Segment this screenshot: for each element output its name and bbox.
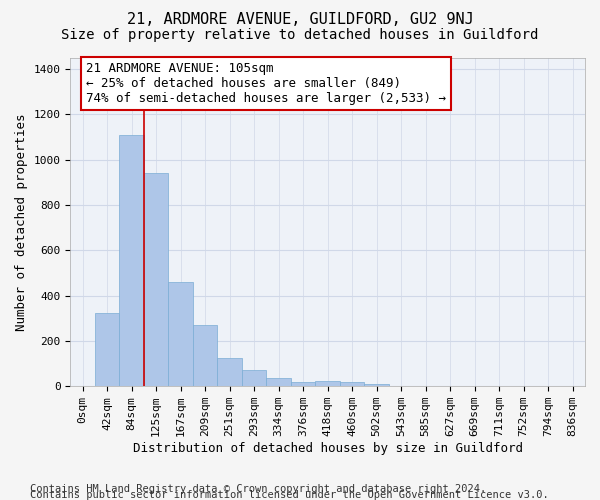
Bar (144, 173, 169, 386)
Bar (242, 370, 266, 386)
Text: Size of property relative to detached houses in Guildford: Size of property relative to detached ho… (61, 28, 539, 42)
Bar (193, 325, 217, 386)
Bar (364, 384, 389, 386)
Bar (217, 358, 242, 386)
Text: Contains HM Land Registry data © Crown copyright and database right 2024.: Contains HM Land Registry data © Crown c… (30, 484, 486, 494)
Bar (266, 378, 291, 386)
X-axis label: Distribution of detached houses by size in Guildford: Distribution of detached houses by size … (133, 442, 523, 455)
Bar (316, 381, 340, 386)
Bar (95, 312, 119, 386)
Text: 21, ARDMORE AVENUE, GUILDFORD, GU2 9NJ: 21, ARDMORE AVENUE, GUILDFORD, GU2 9NJ (127, 12, 473, 28)
Text: Contains public sector information licensed under the Open Government Licence v3: Contains public sector information licen… (30, 490, 549, 500)
Bar (119, 134, 144, 386)
Bar (169, 282, 193, 386)
Bar (291, 382, 316, 386)
Bar (340, 382, 364, 386)
Text: 21 ARDMORE AVENUE: 105sqm
← 25% of detached houses are smaller (849)
74% of semi: 21 ARDMORE AVENUE: 105sqm ← 25% of detac… (86, 62, 446, 106)
Y-axis label: Number of detached properties: Number of detached properties (15, 113, 28, 330)
